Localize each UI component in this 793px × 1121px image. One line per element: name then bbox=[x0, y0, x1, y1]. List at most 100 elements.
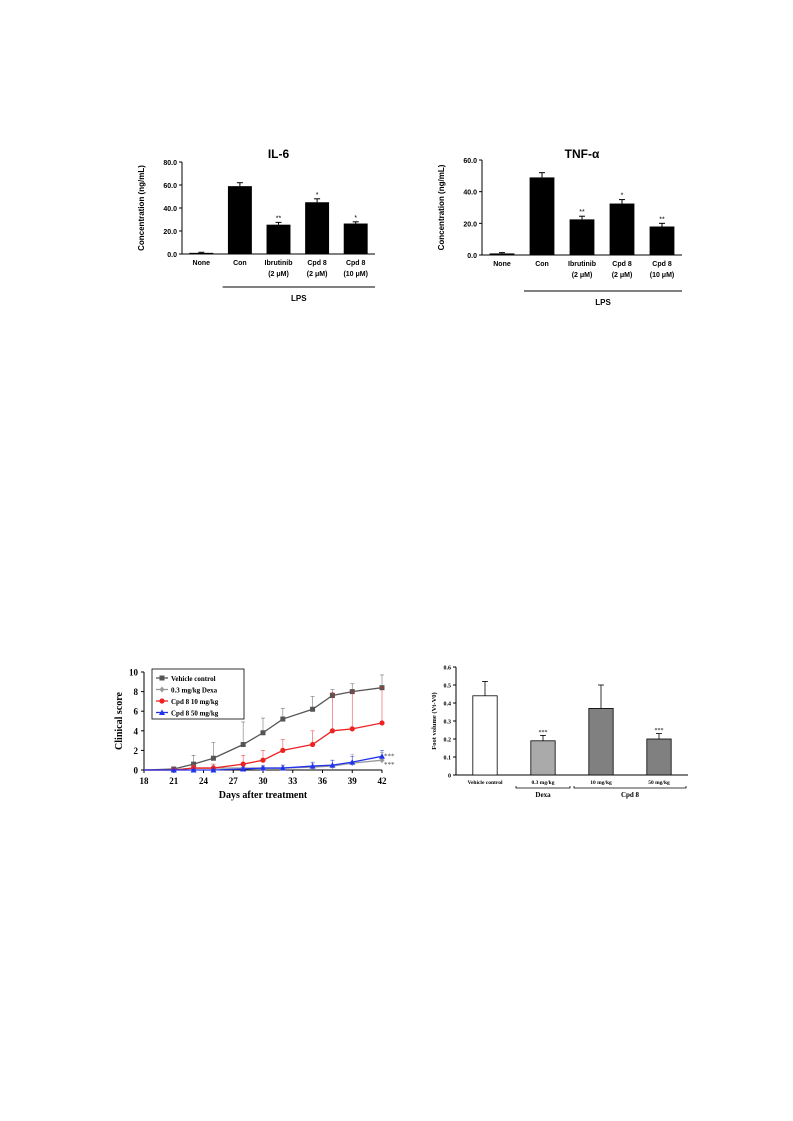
foot-volume-chart-panel: 0 0.1 0.2 0.3 0.4 0.5 0.6 Foot volume (Vt-V0) Ve… bbox=[420, 660, 710, 820]
data-point bbox=[379, 720, 385, 726]
data-point bbox=[379, 753, 385, 759]
x-tick-label: (2 μM) bbox=[572, 272, 593, 279]
x-tick-label: (2 μM) bbox=[268, 271, 289, 278]
significance-marker: *** bbox=[655, 728, 664, 734]
x-tick-label: Con bbox=[535, 261, 549, 268]
chart-title: IL-6 bbox=[268, 147, 290, 161]
group-bracket-line bbox=[515, 786, 571, 789]
y-tick-label: 0.5 bbox=[444, 684, 452, 690]
y-tick-label: 0.1 bbox=[444, 756, 452, 762]
x-tick-label: Vehicle control bbox=[468, 780, 503, 786]
bar bbox=[189, 252, 214, 254]
x-tick-label: 30 bbox=[259, 776, 269, 786]
x-tick-label: 27 bbox=[229, 776, 239, 786]
y-axis-label: Concentration (ng/mL) bbox=[137, 165, 146, 251]
bar bbox=[343, 223, 368, 254]
x-tick-label: None bbox=[193, 260, 211, 267]
group-label: Cpd 8 bbox=[621, 791, 640, 799]
y-tick-label: 8 bbox=[134, 687, 139, 697]
bar bbox=[649, 226, 675, 255]
y-axis-label: Concentration (ng/mL) bbox=[437, 164, 446, 250]
data-point bbox=[240, 742, 246, 748]
legend-box bbox=[151, 668, 245, 720]
x-tick-label: 33 bbox=[288, 776, 298, 786]
data-point bbox=[309, 763, 316, 769]
bar bbox=[489, 253, 515, 255]
il6-chart: IL-6 Concentration (ng/mL) 0.0 20.0 40.0 60.0… bbox=[137, 147, 375, 303]
significance-marker: ** bbox=[276, 215, 282, 222]
y-tick-label: 20.0 bbox=[463, 221, 477, 228]
data-point bbox=[159, 686, 165, 693]
x-axis-label: Days after treatment bbox=[219, 790, 308, 801]
x-tick-label: (2 μM) bbox=[612, 272, 633, 279]
y-tick-label: 20.0 bbox=[163, 229, 177, 236]
x-tick-label: 36 bbox=[318, 776, 328, 786]
data-point bbox=[349, 726, 355, 732]
y-tick-label: 10 bbox=[129, 668, 139, 678]
significance-marker: *** bbox=[539, 730, 548, 736]
data-point bbox=[279, 765, 286, 771]
x-tick-label: 0.3 mg/kg bbox=[532, 780, 555, 786]
x-tick-label: Cpd 8 bbox=[612, 261, 632, 268]
legend-label: Vehicle control bbox=[171, 675, 216, 683]
x-tick-label: Con bbox=[233, 260, 247, 267]
y-tick-label: 0.2 bbox=[444, 738, 452, 744]
y-tick-label: 80.0 bbox=[163, 160, 177, 167]
data-point bbox=[329, 762, 336, 768]
x-tick-label: None bbox=[493, 261, 511, 268]
x-tick-label: 39 bbox=[348, 776, 358, 786]
y-axis-label: Clinical score bbox=[114, 692, 125, 750]
x-tick-label: (10 μM) bbox=[343, 271, 368, 278]
x-tick-label: 24 bbox=[199, 776, 209, 786]
bar bbox=[530, 740, 556, 776]
x-tick-label: 18 bbox=[140, 776, 150, 786]
legend-label: 0.3 mg/kg Dexa bbox=[171, 687, 218, 695]
significance-marker: * bbox=[354, 215, 357, 222]
y-tick-label: 60.0 bbox=[463, 158, 477, 165]
data-point bbox=[309, 741, 316, 748]
bar bbox=[569, 219, 595, 255]
bar bbox=[266, 224, 291, 254]
bar bbox=[646, 738, 672, 776]
significance-marker: *** bbox=[384, 752, 395, 760]
x-tick-label: (10 μM) bbox=[650, 272, 675, 279]
data-point bbox=[191, 761, 197, 767]
chart-title: TNF-α bbox=[565, 147, 600, 161]
y-tick-label: 60.0 bbox=[163, 183, 177, 190]
data-point bbox=[190, 767, 197, 773]
x-tick-label: 10 mg/kg bbox=[590, 780, 612, 786]
y-tick-label: 0.4 bbox=[444, 702, 452, 708]
data-point bbox=[260, 730, 266, 736]
y-tick-label: 2 bbox=[134, 746, 139, 756]
bar bbox=[472, 695, 498, 776]
data-point bbox=[170, 767, 177, 773]
y-tick-label: 6 bbox=[134, 707, 139, 717]
x-tick-label: Ibrutinib bbox=[265, 260, 293, 267]
bar bbox=[227, 186, 252, 254]
group-label: LPS bbox=[595, 298, 611, 307]
legend-label: Cpd 8 10 mg/kg bbox=[171, 698, 219, 706]
y-tick-label: 40.0 bbox=[163, 206, 177, 213]
data-point bbox=[310, 706, 316, 712]
significance-marker: * bbox=[621, 193, 624, 200]
data-point bbox=[240, 761, 246, 767]
data-point bbox=[240, 766, 247, 772]
clinical-score-chart-panel: 0 2 4 6 8 10 18 21 24 27 30 33 36 39 42 Days after trea… bbox=[108, 664, 408, 814]
y-tick-label: 0.0 bbox=[467, 253, 477, 260]
bar bbox=[588, 708, 614, 776]
x-tick-label: Ibrutinib bbox=[568, 261, 596, 268]
group-label: Dexa bbox=[535, 791, 551, 799]
tnf-chart-panel: TNF-α Concentration (ng/mL) 0.0 20.0 40.0 60.… bbox=[430, 140, 700, 320]
tnf-alpha-chart: TNF-α Concentration (ng/mL) 0.0 20.0 40.0 60.… bbox=[437, 147, 682, 307]
y-tick-label: 4 bbox=[134, 726, 139, 736]
x-tick-label: Cpd 8 bbox=[307, 260, 327, 267]
group-bracket-line bbox=[573, 786, 687, 789]
data-point bbox=[210, 755, 216, 761]
data-point bbox=[159, 709, 165, 715]
y-tick-label: 0 bbox=[448, 774, 451, 780]
group-label: LPS bbox=[291, 294, 307, 303]
data-point bbox=[349, 759, 356, 765]
x-tick-label: 50 mg/kg bbox=[648, 780, 670, 786]
foot-volume-chart: 0 0.1 0.2 0.3 0.4 0.5 0.6 Foot volume (Vt-V0) Ve… bbox=[431, 666, 688, 799]
y-axis-label: Foot volume (Vt-V0) bbox=[431, 692, 438, 749]
